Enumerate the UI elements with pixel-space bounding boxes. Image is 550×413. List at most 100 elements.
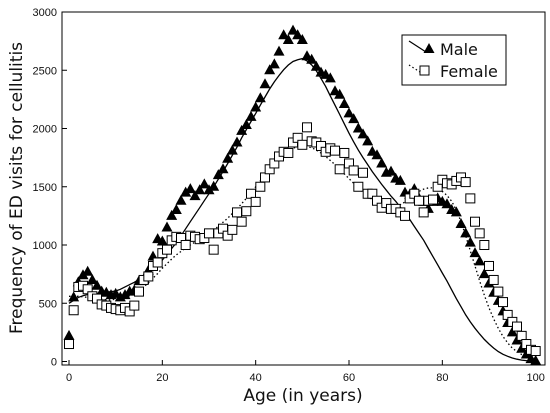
- female-point: [236, 216, 247, 227]
- data-points: [63, 24, 542, 365]
- male-point: [86, 273, 98, 284]
- male-point: [460, 227, 472, 238]
- y-tick-label: 0: [51, 357, 57, 369]
- female-point: [400, 210, 410, 221]
- female-point: [353, 181, 364, 192]
- male-point: [530, 354, 542, 365]
- female-point: [208, 244, 219, 255]
- male-point: [268, 58, 280, 69]
- y-tick-label: 1500: [33, 182, 57, 194]
- female-point: [330, 145, 340, 156]
- y-tick-label: 2500: [33, 65, 57, 77]
- male-point: [334, 88, 346, 99]
- x-tick-label: 20: [156, 372, 168, 384]
- male-point: [245, 110, 257, 121]
- male-point: [394, 174, 406, 185]
- female-point: [358, 167, 368, 178]
- female-point: [255, 181, 266, 192]
- male-point: [259, 78, 271, 89]
- male-point: [175, 194, 187, 205]
- male-point: [254, 92, 266, 103]
- female-point: [512, 321, 522, 332]
- female-point: [260, 172, 270, 183]
- y-tick-label: 2000: [33, 124, 57, 136]
- legend: Male Female: [401, 34, 507, 86]
- female-point: [460, 177, 471, 188]
- male-point: [161, 221, 173, 232]
- male-point: [371, 149, 383, 160]
- y-tick-label: 1000: [33, 240, 57, 252]
- female-point: [484, 260, 494, 271]
- female-point: [68, 305, 79, 316]
- male-point: [343, 107, 355, 118]
- male-point: [189, 190, 201, 201]
- male-point: [362, 135, 374, 146]
- plot-frame: [61, 11, 546, 366]
- x-tick-label: 40: [250, 372, 262, 384]
- female-point: [465, 193, 476, 204]
- y-tick-label: 500: [39, 298, 57, 310]
- female-point: [498, 297, 508, 308]
- x-tick-label: 100: [526, 372, 544, 384]
- male-point: [217, 163, 229, 174]
- legend-box: [401, 34, 507, 86]
- male-point: [338, 98, 350, 109]
- female-point: [418, 207, 429, 218]
- female-point: [129, 300, 140, 311]
- male-point: [474, 255, 486, 266]
- female-point: [162, 244, 172, 255]
- x-axis-label: Age (in years): [243, 386, 362, 406]
- female-point: [493, 286, 504, 297]
- female-point: [334, 164, 345, 175]
- male-point: [194, 184, 206, 195]
- male-point: [250, 101, 262, 112]
- male-point: [264, 64, 276, 75]
- female-point: [297, 139, 308, 150]
- male-point: [376, 157, 388, 168]
- male-point: [240, 119, 252, 130]
- male-point: [91, 279, 103, 290]
- male-point: [324, 72, 336, 83]
- male-point: [310, 60, 322, 71]
- male-point: [464, 236, 476, 247]
- male-point: [236, 124, 248, 135]
- male-point: [306, 53, 318, 64]
- male-point: [63, 329, 75, 340]
- female-point: [339, 147, 350, 158]
- male-point: [166, 209, 178, 220]
- y-axis-label: Frequency of ED visits for cellulitis: [7, 42, 27, 334]
- male-point: [385, 165, 397, 176]
- x-tick-label: 0: [66, 372, 72, 384]
- male-point: [292, 29, 304, 40]
- female-point: [204, 228, 214, 239]
- male-trend-line: [68, 57, 536, 362]
- male-point: [287, 24, 299, 35]
- female-point: [474, 228, 485, 239]
- male-point: [198, 178, 210, 189]
- female-point: [143, 271, 154, 282]
- female-point: [64, 339, 74, 350]
- female-point: [348, 165, 359, 176]
- female-point: [488, 274, 499, 285]
- male-point: [82, 265, 94, 276]
- female-point: [227, 224, 238, 235]
- trend-lines: [68, 57, 536, 362]
- male-point: [170, 204, 182, 215]
- legend-male-marker: [423, 43, 435, 53]
- male-point: [441, 198, 453, 209]
- male-point: [348, 113, 360, 124]
- male-point: [273, 45, 285, 56]
- female-point: [180, 240, 191, 251]
- female-point: [250, 196, 261, 207]
- x-tick-label: 60: [343, 372, 355, 384]
- male-point: [357, 128, 369, 139]
- female-point: [479, 240, 490, 251]
- female-point: [414, 195, 424, 206]
- male-point: [222, 152, 234, 163]
- female-point: [302, 122, 312, 133]
- male-point: [231, 136, 243, 147]
- male-point: [455, 218, 467, 229]
- x-tick-label: 80: [436, 372, 448, 384]
- male-point: [68, 291, 80, 302]
